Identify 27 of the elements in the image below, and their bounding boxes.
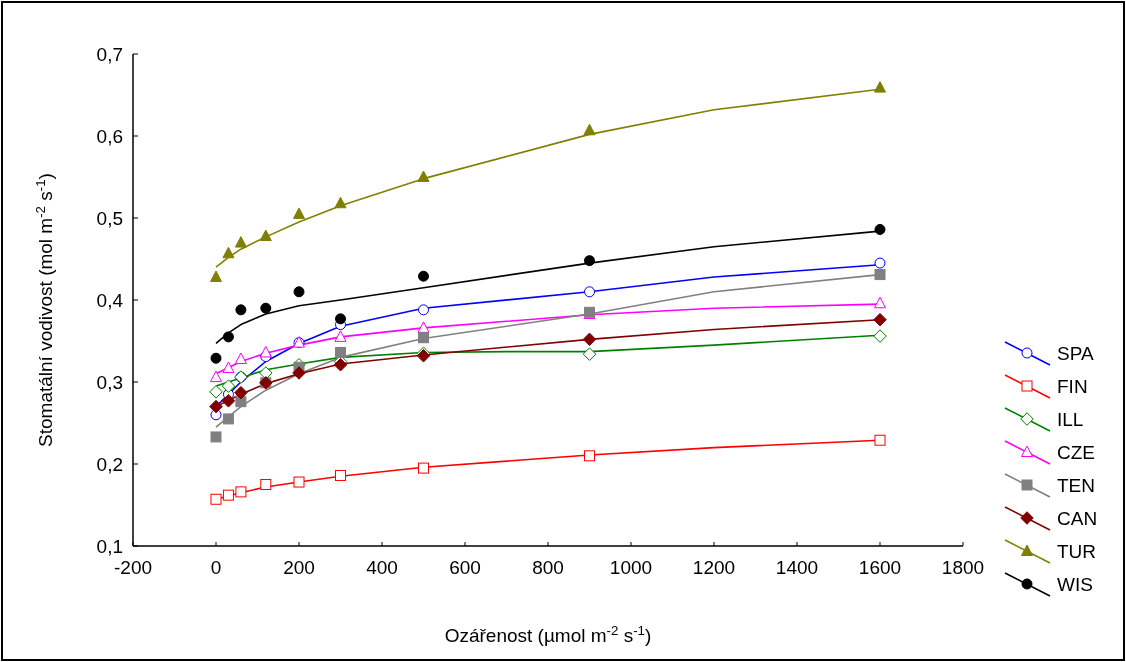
y-tick-label: 0,5 <box>96 208 123 229</box>
legend-label: CZE <box>1057 442 1095 463</box>
y-tick-label: 0,6 <box>96 126 123 147</box>
legend-label: CAN <box>1057 508 1098 529</box>
x-tick-label: 200 <box>283 557 315 578</box>
x-tick-label: 1000 <box>609 557 653 578</box>
x-tick-label: 800 <box>532 557 564 578</box>
y-tick-label: 0,1 <box>96 536 123 557</box>
legend-label: ILL <box>1057 409 1084 430</box>
x-tick-label: 1600 <box>858 557 902 578</box>
x-axis-title: Ozářenost (µmol m$^{-2}$ s$^{-1}$) <box>444 622 652 646</box>
x-tick-label: -200 <box>113 557 153 578</box>
x-tick-label: 1400 <box>775 557 819 578</box>
legend-label: FIN <box>1057 376 1088 397</box>
x-tick-label: 0 <box>210 557 222 578</box>
legend-label: SPA <box>1057 343 1094 364</box>
y-tick-label: 0,3 <box>96 372 123 393</box>
x-tick-label: 1200 <box>692 557 736 578</box>
x-tick-label: 600 <box>449 557 481 578</box>
y-tick-label: 0,4 <box>96 290 124 311</box>
legend-label: TUR <box>1057 541 1097 562</box>
x-tick-label: 1800 <box>941 557 985 578</box>
y-tick-label: 0,2 <box>96 454 123 475</box>
y-tick-label: 0,7 <box>96 44 123 65</box>
legend-label: WIS <box>1057 574 1093 595</box>
legend-label: TEN <box>1057 475 1095 496</box>
x-tick-label: 400 <box>366 557 398 578</box>
